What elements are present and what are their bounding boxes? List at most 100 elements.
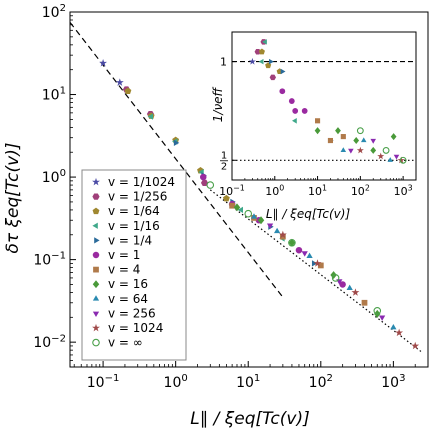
point-v-1	[200, 173, 207, 181]
inset-point-v-1-256	[269, 74, 277, 81]
main-y-tick-label: 100	[42, 168, 66, 186]
main-x-tick-label: 100	[164, 373, 188, 391]
main-x-tick-label: 101	[236, 373, 260, 391]
point-v-1-16	[147, 113, 153, 120]
legend-marker-v-inf	[92, 338, 100, 347]
point-v-1-1024	[115, 78, 124, 86]
legend-marker-v-4	[93, 266, 99, 273]
inset-point-v-256	[370, 138, 376, 144]
legend-label-v-1-256: v = 1/256	[108, 190, 167, 204]
inset-x-tick-label: 101	[308, 183, 327, 198]
inset-point-v-1	[288, 98, 295, 104]
inset-point-v-1-4	[280, 68, 286, 75]
point-v-1-1024	[99, 59, 108, 67]
point-v-1	[339, 281, 346, 288]
legend-label-v-256: v = 256	[108, 306, 156, 320]
main-x-tick-label: 102	[309, 373, 333, 391]
point-v-16	[233, 203, 241, 212]
point-v-16	[288, 238, 296, 247]
legend-marker-v-256	[92, 311, 100, 317]
inset-x-tick-label: 10−1	[219, 183, 245, 198]
inset-point-v-16	[370, 146, 377, 154]
point-v-1024	[313, 259, 322, 267]
point-v-inf	[373, 306, 382, 315]
point-v-4	[361, 299, 368, 306]
dotted-fit-line	[209, 189, 423, 353]
inset-point-v-inf	[399, 156, 407, 164]
main-y-tick-label: 10−1	[33, 251, 66, 269]
point-v-inf	[331, 274, 340, 282]
inset-y-tick-label: 12	[220, 150, 228, 172]
main-x-tick-label: 103	[381, 373, 405, 391]
point-v-inf	[288, 238, 296, 247]
inset-point-v-16	[390, 133, 397, 141]
inset-background	[232, 32, 416, 180]
inset-point-v-16	[314, 127, 321, 135]
inset-point-v-1-4	[269, 58, 274, 65]
main-y-tick-label: 102	[42, 3, 66, 21]
inset-data-points	[248, 39, 407, 164]
inset-point-v-1-16	[291, 118, 297, 124]
inset-point-v-256	[393, 154, 400, 160]
legend-label-v-64: v = 64	[108, 292, 148, 306]
inset-point-v-1024	[397, 156, 405, 164]
point-v-inf	[244, 209, 253, 218]
main-data-points	[99, 59, 420, 350]
point-v-1024	[395, 328, 404, 337]
legend-label-v-1-4: v = 1/4	[108, 233, 152, 247]
svg-text:1: 1	[221, 150, 227, 161]
point-v-1-4	[173, 139, 180, 146]
main-y-tick-label: 10−2	[33, 333, 66, 351]
point-v-1-256	[200, 179, 209, 187]
legend-label-v-1: v = 1	[108, 248, 140, 262]
inset-point-v-1-16	[262, 39, 267, 45]
dashed-fit-line	[69, 21, 284, 298]
legend-label-v-4: v = 4	[108, 263, 140, 277]
point-v-4	[229, 202, 236, 209]
legend-marker-v-64	[92, 295, 100, 301]
legend-marker-v-16	[92, 280, 100, 289]
legend-label-v-16: v = 16	[108, 277, 148, 291]
point-v-4	[317, 262, 324, 269]
inset-point-v-4	[340, 134, 346, 140]
inset-x-axis-label: L∥ / ξeq[Tc(v)]	[266, 207, 351, 221]
point-v-1	[295, 246, 303, 254]
inset-point-v-1-16	[258, 58, 264, 65]
point-v-64	[250, 213, 258, 219]
point-v-1024	[411, 341, 420, 350]
legend-label-v-1-1024: v = 1/1024	[108, 175, 175, 189]
inset-point-v-1024	[377, 152, 385, 160]
inset-point-v-1	[279, 88, 286, 95]
main-y-axis-label: δτ ξeq[Tc(v)]	[3, 143, 23, 254]
legend-marker-v-1-16	[92, 222, 98, 229]
point-v-64	[273, 227, 281, 234]
inset-y-tick-label: 1	[220, 56, 227, 69]
main-y-tick-label: 101	[42, 86, 66, 104]
point-v-16	[257, 216, 265, 225]
inset-point-v-inf	[382, 146, 390, 154]
point-v-1-16	[237, 206, 243, 214]
point-v-64	[346, 284, 353, 291]
inset-x-tick-label: 102	[351, 183, 370, 198]
legend-label-v-1-16: v = 1/16	[108, 219, 160, 233]
inset-point-v-16	[353, 137, 360, 145]
inset-point-v-1-1024	[248, 57, 256, 65]
svg-text:2: 2	[221, 161, 227, 172]
legend-label-v-1024: v = 1024	[108, 321, 163, 335]
main-reference-lines	[69, 21, 423, 353]
inset-x-tick-label: 100	[265, 183, 284, 198]
point-v-4	[279, 233, 286, 240]
inset-point-v-1	[301, 108, 308, 114]
inset-point-v-inf	[356, 127, 364, 135]
main-x-axis-label: L∥ / ξeq[Tc(v)]	[190, 409, 309, 429]
legend-marker-v-1-4	[94, 237, 100, 244]
point-v-64	[306, 252, 313, 258]
point-v-256	[301, 251, 308, 257]
inset-plot-frame	[231, 31, 417, 181]
inset-point-v-4	[315, 118, 321, 124]
inset-point-v-1024	[356, 146, 364, 154]
inset-reference-lines	[232, 61, 416, 161]
legend-label-v-1-64: v = 1/64	[108, 204, 160, 218]
